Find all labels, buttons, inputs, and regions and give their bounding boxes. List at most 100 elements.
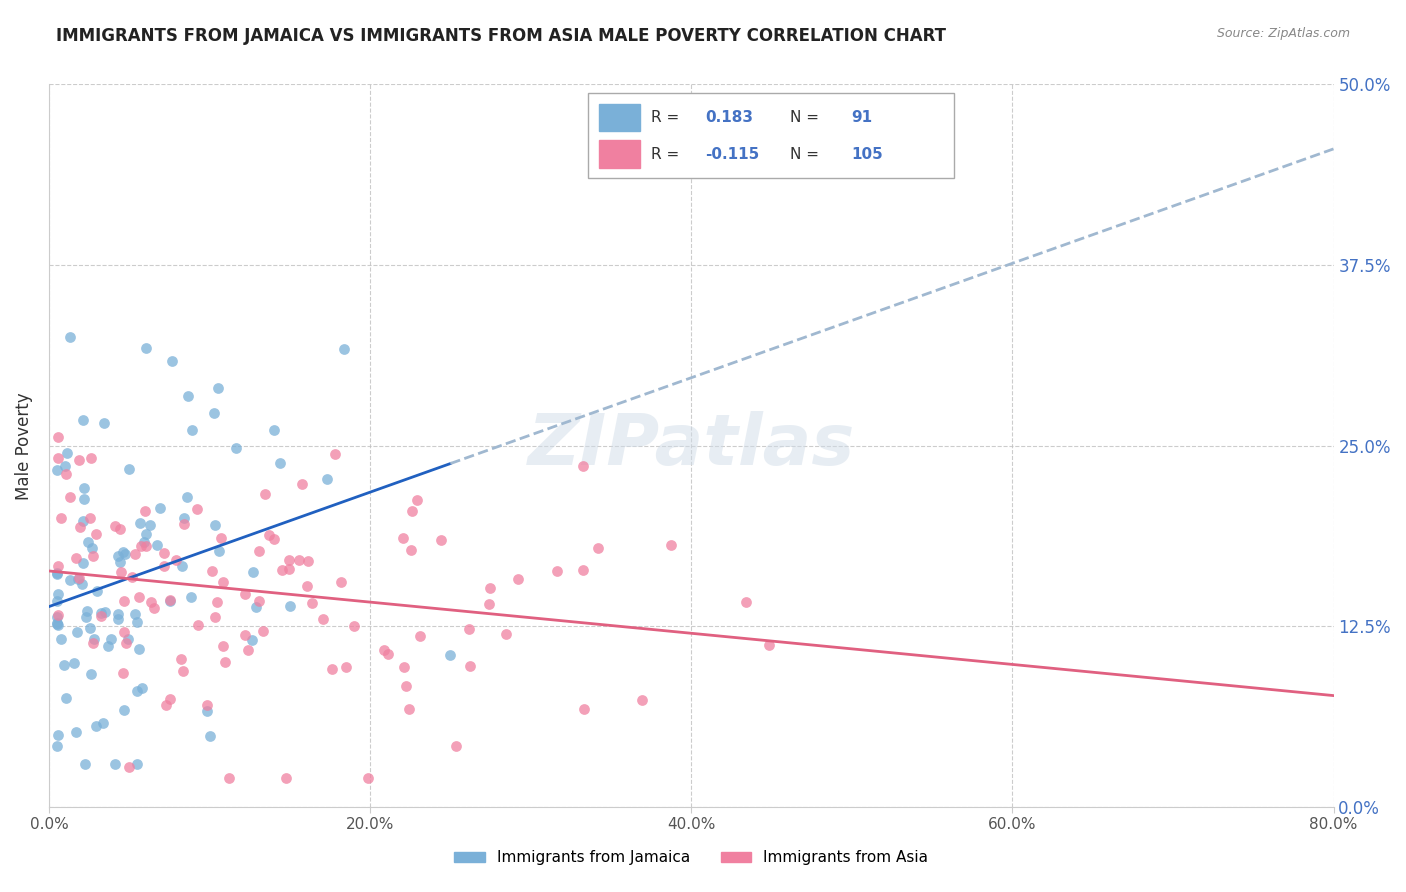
Point bbox=[114, 547, 136, 561]
Point bbox=[159, 592, 181, 607]
Point bbox=[630, 693, 652, 707]
Point bbox=[135, 526, 157, 541]
Point bbox=[124, 547, 146, 561]
Point bbox=[357, 771, 380, 785]
Point bbox=[46, 567, 69, 582]
Point bbox=[55, 467, 77, 481]
Point bbox=[108, 555, 131, 569]
Point bbox=[312, 612, 335, 626]
Point bbox=[173, 516, 195, 531]
Point bbox=[52, 657, 75, 672]
Point bbox=[208, 544, 231, 558]
Point bbox=[242, 565, 264, 579]
Point bbox=[65, 724, 87, 739]
Text: N =: N = bbox=[790, 110, 824, 125]
Point bbox=[207, 381, 229, 395]
Point bbox=[111, 665, 134, 680]
Point bbox=[395, 679, 418, 693]
Text: 91: 91 bbox=[852, 110, 873, 125]
Point bbox=[124, 607, 146, 621]
Point bbox=[46, 450, 69, 465]
Point bbox=[153, 559, 176, 574]
Point bbox=[65, 550, 87, 565]
Point bbox=[205, 595, 228, 609]
Point bbox=[112, 625, 135, 640]
Point bbox=[56, 445, 79, 459]
Point bbox=[180, 590, 202, 604]
Point bbox=[97, 639, 120, 653]
Point bbox=[297, 553, 319, 567]
Point bbox=[278, 599, 301, 613]
Point bbox=[330, 574, 353, 589]
Point bbox=[409, 629, 432, 643]
Point bbox=[211, 640, 233, 654]
Point bbox=[218, 771, 240, 785]
Point bbox=[121, 570, 143, 584]
Point bbox=[91, 715, 114, 730]
Point bbox=[143, 601, 166, 615]
Point bbox=[46, 616, 69, 631]
Point bbox=[84, 719, 107, 733]
Point bbox=[508, 572, 530, 586]
Point bbox=[46, 430, 69, 444]
Point bbox=[59, 330, 82, 344]
Point bbox=[165, 553, 187, 567]
Point bbox=[127, 684, 149, 698]
Point bbox=[82, 636, 104, 650]
Text: 105: 105 bbox=[852, 147, 883, 161]
Text: -0.115: -0.115 bbox=[706, 147, 759, 161]
Point bbox=[263, 533, 285, 547]
Point bbox=[118, 760, 141, 774]
Point bbox=[107, 607, 129, 622]
Point bbox=[107, 549, 129, 564]
Point bbox=[343, 618, 366, 632]
Point bbox=[446, 739, 468, 754]
Point bbox=[79, 621, 101, 635]
Point bbox=[335, 660, 357, 674]
Point bbox=[333, 342, 356, 356]
Point bbox=[104, 756, 127, 771]
Point bbox=[271, 563, 294, 577]
Text: Source: ZipAtlas.com: Source: ZipAtlas.com bbox=[1216, 27, 1350, 40]
Point bbox=[107, 612, 129, 626]
Point bbox=[401, 504, 423, 518]
Point bbox=[46, 594, 69, 608]
Point bbox=[152, 546, 174, 560]
Point bbox=[66, 625, 89, 640]
Point bbox=[458, 658, 481, 673]
Point bbox=[394, 660, 416, 674]
Point bbox=[100, 632, 122, 646]
Point bbox=[233, 587, 256, 601]
Point bbox=[546, 564, 568, 578]
Point bbox=[257, 527, 280, 541]
Point bbox=[254, 486, 277, 500]
Point bbox=[373, 643, 395, 657]
Point bbox=[135, 341, 157, 355]
Point bbox=[149, 501, 172, 516]
Point bbox=[214, 655, 236, 669]
Point bbox=[80, 666, 103, 681]
Point bbox=[240, 633, 263, 648]
Point bbox=[202, 406, 225, 420]
Point bbox=[478, 597, 501, 611]
Point bbox=[439, 648, 461, 662]
Point bbox=[478, 581, 501, 595]
Point bbox=[586, 541, 609, 556]
Point bbox=[401, 542, 423, 557]
Point bbox=[159, 594, 181, 608]
Point bbox=[176, 490, 198, 504]
Point bbox=[112, 703, 135, 717]
Point bbox=[93, 416, 115, 430]
Point bbox=[155, 698, 177, 712]
Text: R =: R = bbox=[651, 147, 683, 161]
Point bbox=[72, 556, 94, 570]
Point bbox=[225, 441, 247, 455]
Point bbox=[94, 605, 117, 619]
Point bbox=[76, 604, 98, 618]
Point bbox=[263, 423, 285, 437]
Point bbox=[146, 538, 169, 552]
Point bbox=[128, 591, 150, 605]
Text: ZIPatlas: ZIPatlas bbox=[527, 411, 855, 480]
Text: R =: R = bbox=[651, 110, 683, 125]
Point bbox=[159, 692, 181, 706]
